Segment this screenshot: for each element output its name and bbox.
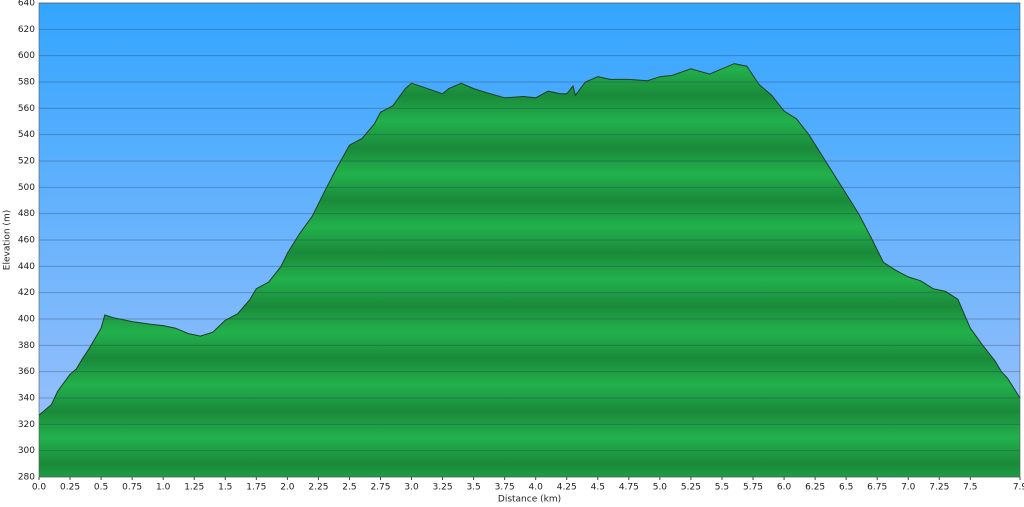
x-tick-label: 7.25 (929, 483, 949, 493)
x-tick-label: 7.5 (963, 483, 977, 493)
y-tick-label: 400 (18, 315, 35, 325)
x-tick-label: 3.0 (404, 483, 419, 493)
y-tick-label: 560 (18, 104, 35, 114)
x-tick-label: 0.5 (94, 483, 108, 493)
y-tick-label: 580 (18, 78, 35, 88)
x-tick-label: 1.0 (156, 483, 171, 493)
x-tick-label: 1.25 (184, 483, 204, 493)
y-tick-label: 300 (18, 446, 35, 456)
y-tick-label: 340 (18, 394, 35, 404)
y-axis-label: Elevation (m) (3, 210, 13, 270)
x-tick-label: 2.75 (370, 483, 390, 493)
y-tick-label: 500 (18, 183, 35, 193)
y-tick-label: 480 (18, 209, 35, 219)
x-tick-label: 0.25 (60, 483, 80, 493)
x-tick-label: 0.0 (32, 483, 47, 493)
y-tick-label: 320 (18, 420, 35, 430)
x-tick-label: 6.0 (777, 483, 792, 493)
x-axis-label: Distance (km) (498, 495, 561, 505)
x-tick-label: 4.25 (557, 483, 577, 493)
x-tick-label: 7.9 (1013, 483, 1024, 493)
x-tick-label: 3.25 (433, 483, 453, 493)
y-tick-label: 520 (18, 157, 35, 167)
plot-frame (38, 2, 1021, 478)
y-tick-label: 420 (18, 288, 35, 298)
x-tick-label: 0.75 (122, 483, 142, 493)
y-tick-label: 600 (18, 51, 35, 61)
y-tick-label: 440 (18, 262, 35, 272)
x-tick-label: 2.5 (342, 483, 356, 493)
x-tick-label: 4.75 (619, 483, 639, 493)
x-tick-label: 6.25 (805, 483, 825, 493)
y-tick-label: 280 (18, 473, 35, 483)
x-tick-label: 4.5 (591, 483, 605, 493)
x-tick-label: 6.5 (839, 483, 853, 493)
x-tick-label: 1.5 (218, 483, 232, 493)
y-tick-label: 380 (18, 341, 35, 351)
y-tick-label: 620 (18, 25, 35, 35)
y-tick-label: 460 (18, 236, 35, 246)
x-tick-label: 3.75 (495, 483, 515, 493)
x-tick-label: 2.25 (308, 483, 328, 493)
x-tick-label: 5.5 (715, 483, 729, 493)
y-tick-label: 540 (18, 130, 35, 140)
area (39, 63, 1020, 477)
y-tick-label: 360 (18, 367, 35, 377)
x-tick-label: 2.0 (280, 483, 295, 493)
x-tick-label: 5.75 (743, 483, 763, 493)
x-tick-label: 3.5 (466, 483, 480, 493)
x-tick-label: 6.75 (867, 483, 887, 493)
x-tick-label: 5.25 (681, 483, 701, 493)
y-tick-label: 640 (18, 0, 35, 9)
x-tick-label: 1.75 (246, 483, 266, 493)
x-tick-label: 4.0 (529, 483, 544, 493)
x-tick-label: 7.0 (901, 483, 916, 493)
x-tick-label: 5.0 (653, 483, 668, 493)
area-outline (38, 63, 1021, 416)
